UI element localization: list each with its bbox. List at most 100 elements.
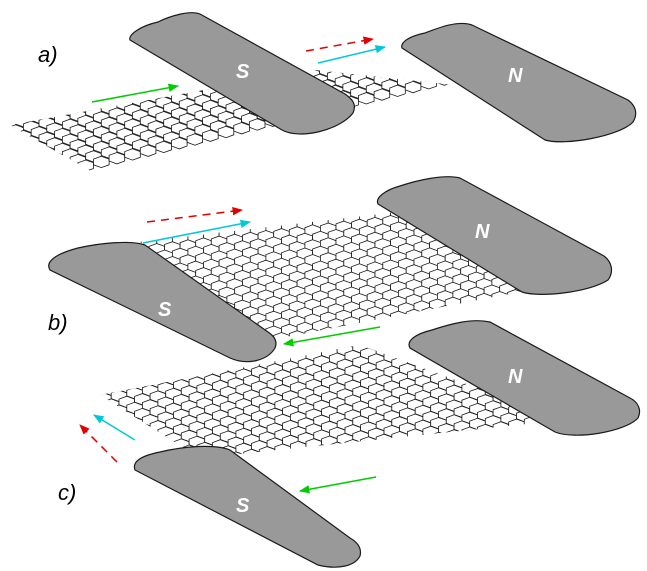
hex-cell [289,440,307,454]
hex-cell [171,77,188,90]
hex-cell [314,460,330,471]
hex-cell [404,80,422,94]
hex-cell [610,320,626,331]
hex-cell [8,51,24,62]
hex-cell [546,18,562,29]
hex-cell [77,100,94,113]
hex-cell [514,0,530,7]
hex-cell [602,359,618,370]
hex-cell [180,344,196,355]
hex-cell [414,434,432,447]
hex-cell [445,429,463,442]
hex-cell [374,0,390,11]
hex-cell [257,35,273,46]
hex-cell [609,181,625,192]
hex-cell [617,291,633,302]
hex-cell [593,302,609,313]
hex-cell [273,17,289,28]
hex-cell [430,431,447,445]
hex-cell [610,335,626,346]
hex-cell [103,488,119,499]
hex-cell [135,498,151,509]
hex-cell [103,473,119,484]
hex-cell [390,310,407,323]
hex-cell [166,492,182,503]
hex-cell [257,6,273,17]
hex-cell [585,221,601,232]
hex-cell [602,329,618,340]
hex-cell [351,57,367,68]
hex-cell [110,434,128,447]
hex-cell [422,440,439,453]
hex-cell [601,174,617,185]
hex-cell [571,334,587,345]
hex-cell [601,234,617,245]
hex-cell [617,247,633,258]
hex-cell [110,330,126,341]
hex-cell [108,152,126,165]
hex-cell [532,319,548,330]
hex-cell [430,446,447,458]
hex-cell [251,454,268,458]
hex-cell [10,139,24,152]
hex-cell [96,482,112,493]
hex-cell [15,100,32,113]
hex-cell [155,70,172,79]
hex-cell [553,24,569,35]
hex-cell [579,355,595,366]
hex-cell [468,7,484,18]
hex-cell [475,13,491,24]
hex-cell [610,350,626,361]
hex-cell [156,338,173,340]
hex-cell [116,70,133,81]
hex-cell [22,76,40,89]
hex-cell [288,13,304,24]
hex-cell [540,310,556,321]
hex-cell [491,291,508,304]
hex-cell [0,143,8,154]
hex-cell [257,215,275,228]
hex-cell [492,436,510,449]
hex-cell [343,0,359,4]
hex-cell [436,305,454,318]
hex-cell [601,189,617,200]
hex-cell [100,415,104,429]
hex-cell [618,326,634,337]
hex-cell [351,13,367,24]
hex-cell [421,18,437,29]
hex-cell [30,141,48,154]
hex-cell [88,491,104,502]
arrow-red-dashed-c [79,424,118,463]
hex-cell [102,353,118,364]
hex-cell [538,0,554,9]
hex-cell [366,320,384,334]
hex-cell [561,14,577,25]
hex-cell [561,0,577,11]
hex-cell [127,477,143,488]
hex-cell [93,155,110,169]
hex-cell [514,295,530,308]
hex-cell [570,178,586,189]
hex-cell [641,404,647,415]
hex-cell [571,305,587,316]
hex-cell [571,319,587,330]
hex-cell [118,322,134,333]
hex-cell [569,35,585,46]
panel-label-a: a) [38,42,58,67]
hex-cell [234,4,250,15]
hex-cell [373,88,391,101]
hex-cell [553,0,569,5]
hex-cell [296,33,312,44]
hex-cell [283,465,299,476]
hex-cell [296,4,312,15]
hex-cell [337,463,353,474]
hex-cell [601,219,617,230]
hex-cell [273,32,289,43]
hex-cell [352,445,369,458]
hex-cell [438,437,455,451]
hex-cell [147,75,165,89]
hex-cell [118,410,136,423]
hex-cell [38,87,55,100]
hex-cell [626,377,642,388]
hex-cell [320,5,336,16]
